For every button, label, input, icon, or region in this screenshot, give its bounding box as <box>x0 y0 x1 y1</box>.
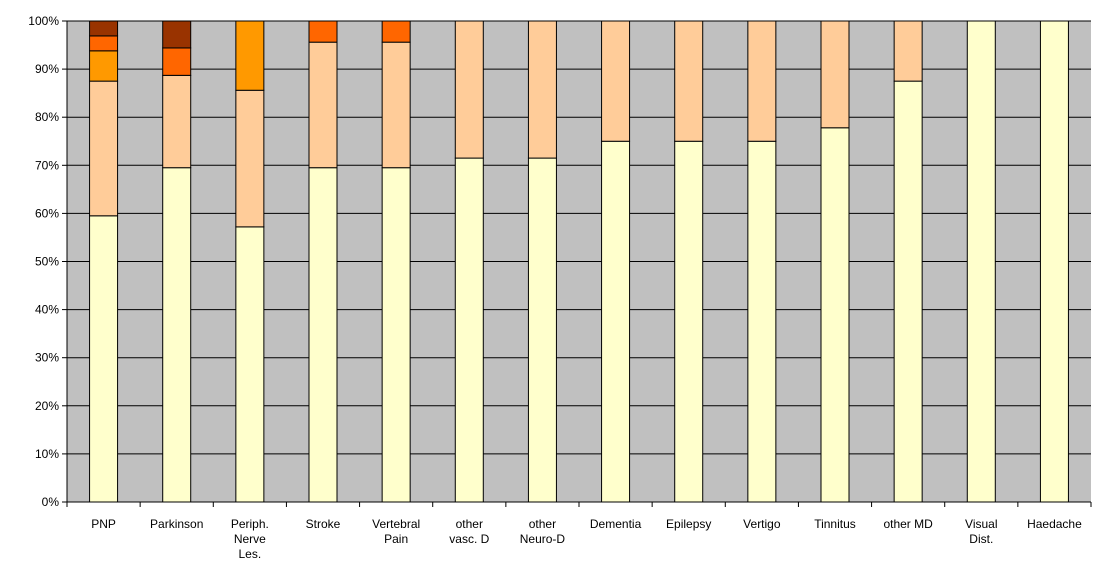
y-tick-label: 50% <box>35 255 59 269</box>
bar-segment <box>747 140 777 503</box>
y-tick-label: 30% <box>35 351 59 365</box>
y-tick-label: 80% <box>35 110 59 124</box>
bar-segment <box>454 157 484 503</box>
x-category-label: Visual Dist. <box>965 517 997 546</box>
bar-segment <box>601 20 631 142</box>
bar-segment <box>162 20 192 49</box>
bar-segment <box>308 20 338 43</box>
bar-segment <box>601 140 631 503</box>
x-category-label: other MD <box>883 517 933 531</box>
bar-segment <box>747 20 777 142</box>
y-tick-label: 0% <box>42 495 60 509</box>
y-tick-label: 90% <box>35 62 59 76</box>
bar-segment <box>893 80 923 503</box>
y-tick-label: 10% <box>35 447 59 461</box>
bar-segment <box>89 215 119 503</box>
x-category-label: PNP <box>91 517 116 531</box>
bar-segment <box>454 20 484 159</box>
bar-segment <box>89 80 119 217</box>
bar-segment <box>966 20 996 503</box>
bar-segment <box>162 47 192 76</box>
bar-segment <box>893 20 923 82</box>
bar-segment <box>1039 20 1069 503</box>
bar-segment <box>674 20 704 142</box>
bar-segment <box>162 74 192 169</box>
y-tick-label: 100% <box>28 14 59 28</box>
bar-segment <box>381 41 411 169</box>
bar-segment <box>381 20 411 43</box>
bar-segment <box>89 35 119 52</box>
x-category-label: Parkinson <box>150 517 203 531</box>
x-category-label: Tinnitus <box>814 517 856 531</box>
bar-segment <box>820 127 850 503</box>
bar-segment <box>527 157 557 503</box>
bar-segment <box>162 167 192 503</box>
y-tick-label: 20% <box>35 399 59 413</box>
x-category-label: Stroke <box>306 517 341 531</box>
bar-segment <box>89 50 119 82</box>
x-category-label: other vasc. D <box>449 517 489 546</box>
bar-segment <box>674 140 704 503</box>
x-category-label: other Neuro-D <box>520 517 566 546</box>
bar-segment <box>381 167 411 503</box>
bar-segment <box>235 20 265 91</box>
y-tick-label: 60% <box>35 206 59 220</box>
x-category-label: Epilepsy <box>666 517 711 531</box>
bar-segment <box>89 20 119 37</box>
bar-segment <box>308 41 338 169</box>
x-category-label: Vertebral Pain <box>372 517 420 546</box>
bar-segment <box>308 167 338 503</box>
x-category-label: Vertigo <box>743 517 781 531</box>
y-tick-label: 70% <box>35 158 59 172</box>
bar-segment <box>235 89 265 228</box>
bar-segment <box>235 226 265 503</box>
x-category-label: Dementia <box>590 517 642 531</box>
bar-segment <box>527 20 557 159</box>
x-category-label: Haedache <box>1027 517 1082 531</box>
bar-segment <box>820 20 850 129</box>
x-category-label: Periph. Nerve Les. <box>231 517 269 561</box>
y-tick-label: 40% <box>35 303 59 317</box>
